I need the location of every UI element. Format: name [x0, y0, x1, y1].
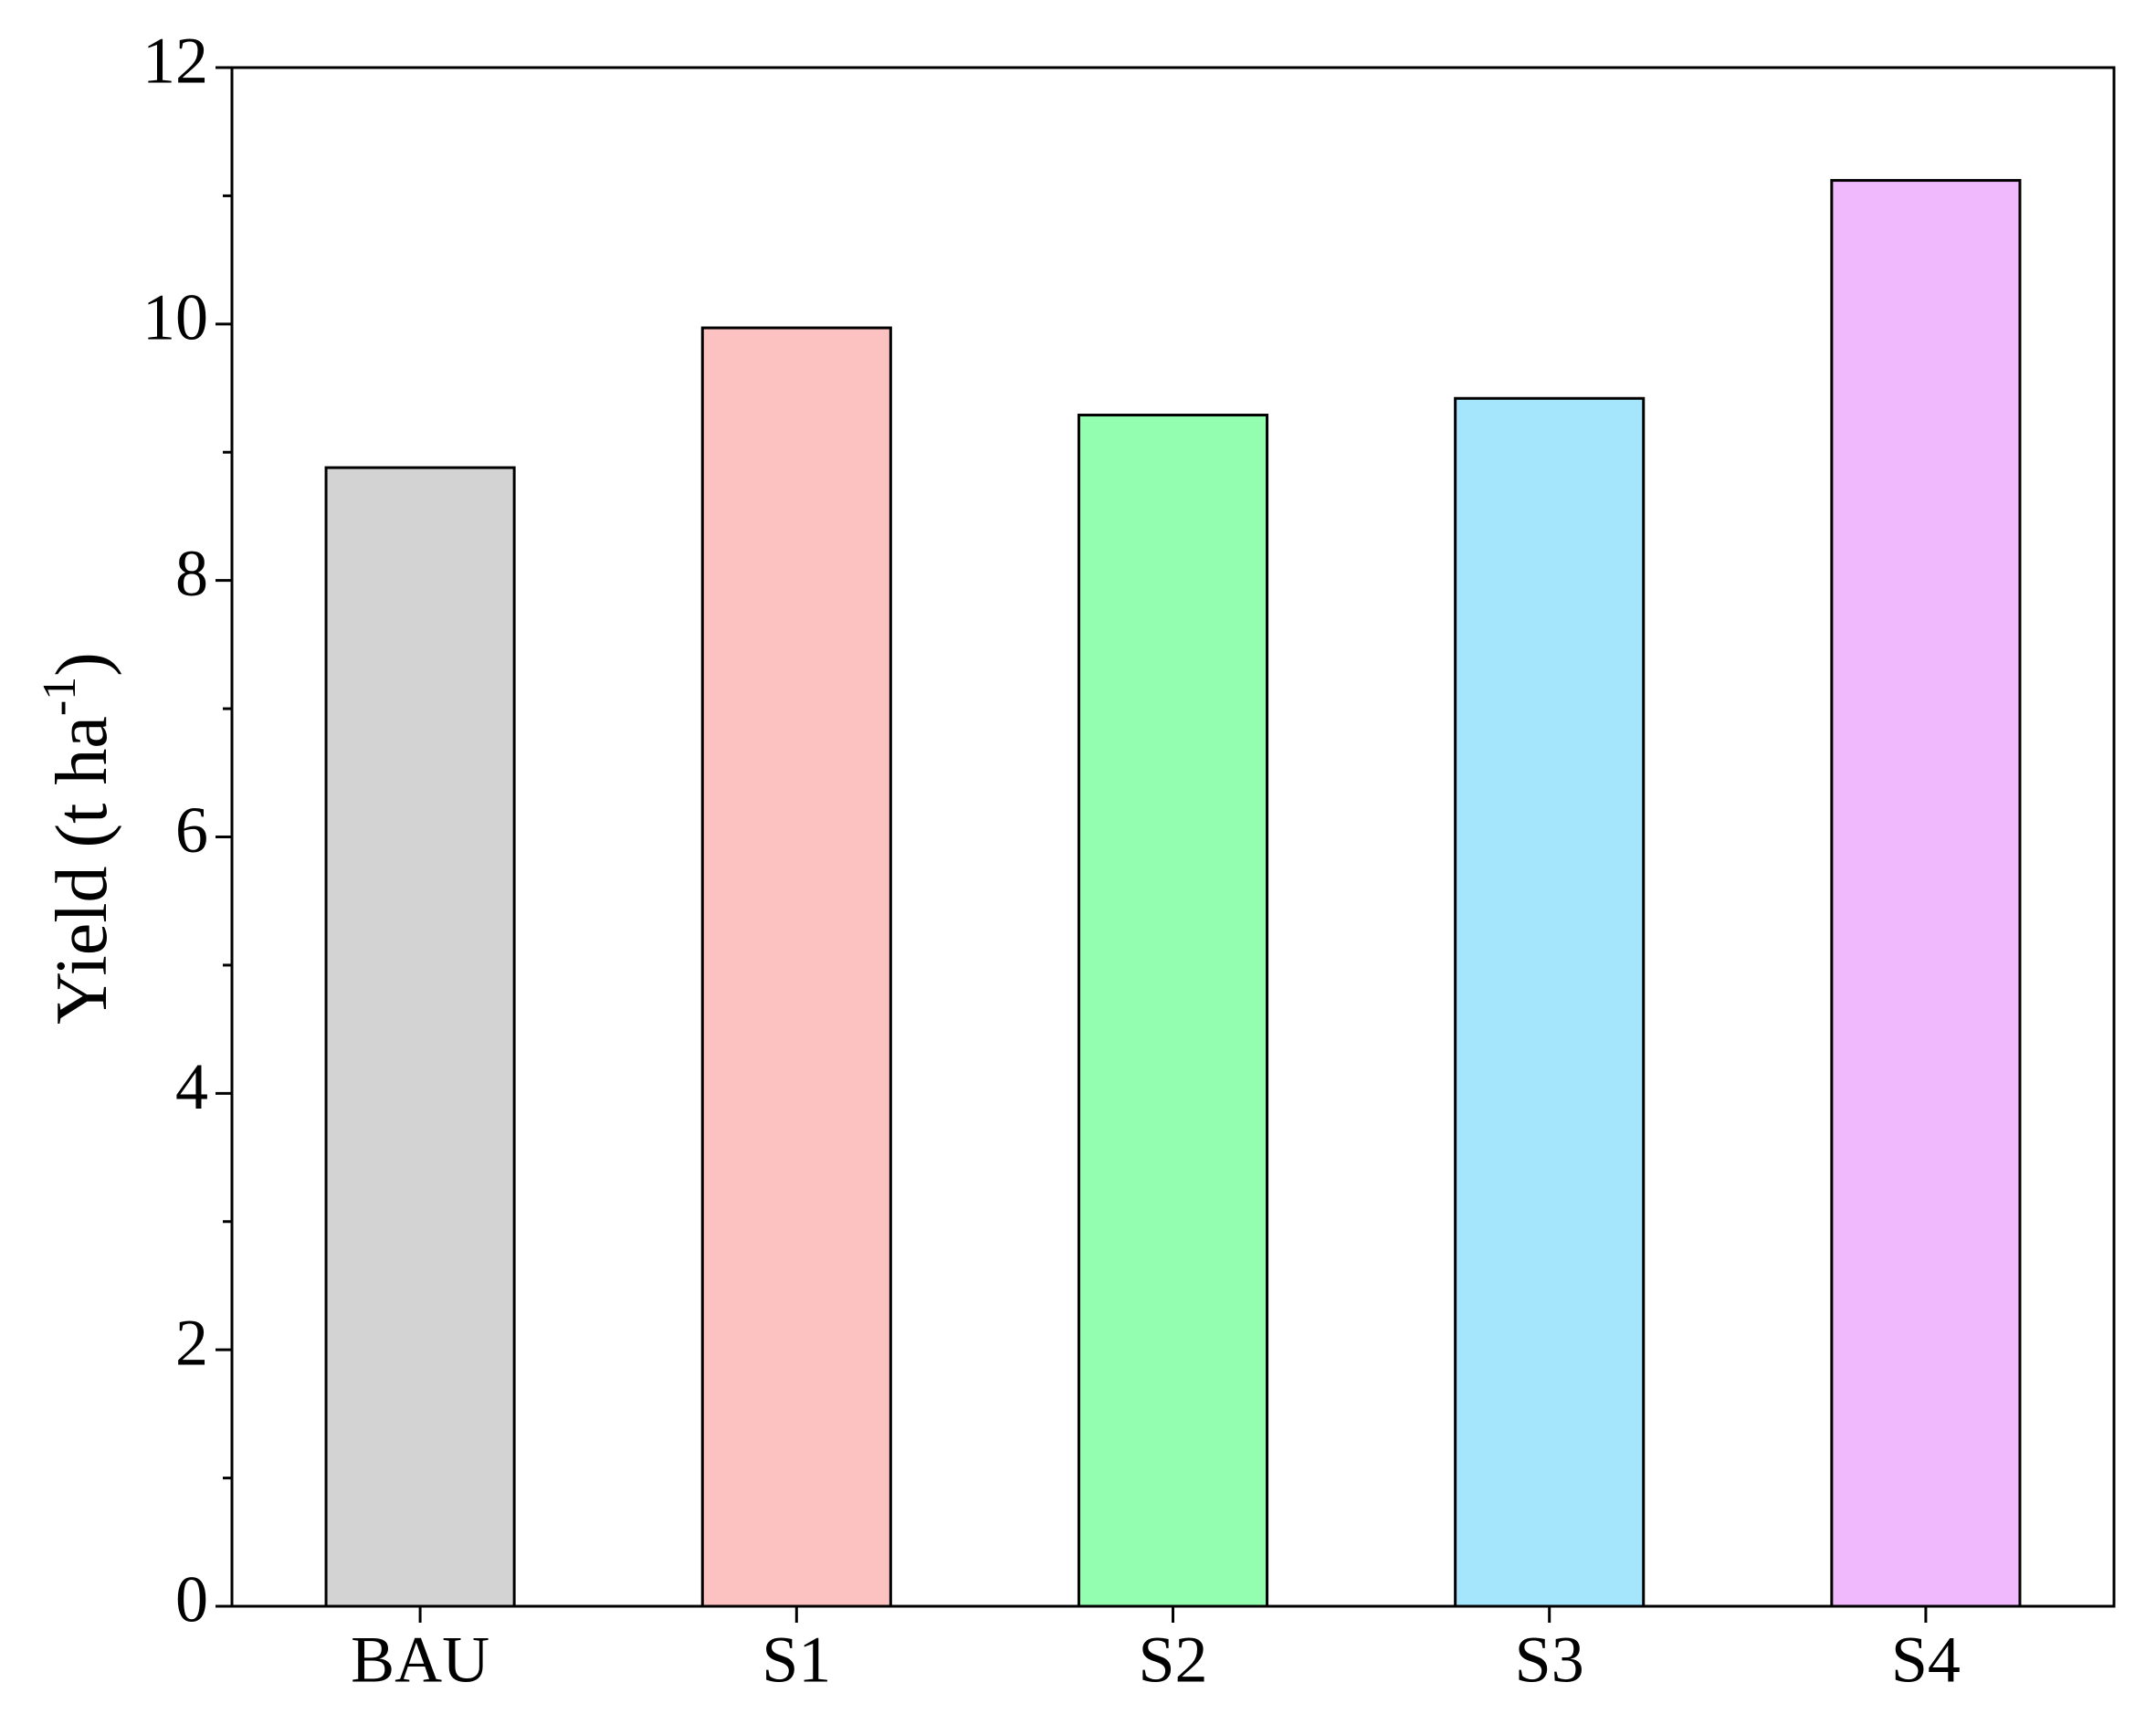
y-tick-label: 12 — [142, 25, 208, 98]
y-tick-label: 0 — [175, 1563, 208, 1636]
x-tick-label: S3 — [1515, 1624, 1584, 1697]
y-tick-label: 4 — [175, 1050, 208, 1123]
y-axis-label-main: Yield (t ha — [42, 716, 122, 1025]
bar — [1830, 179, 2022, 1608]
y-tick-label: 10 — [142, 280, 208, 353]
x-tick-label: S1 — [762, 1624, 831, 1697]
bar — [700, 326, 892, 1608]
y-axis-label-superscript: -1 — [34, 677, 86, 716]
y-axis-label-end: ) — [42, 652, 122, 677]
x-tick-label: BAU — [351, 1624, 489, 1697]
bar — [324, 466, 516, 1608]
y-tick-label: 8 — [175, 537, 208, 610]
bar — [1077, 414, 1269, 1608]
x-tick-label: S2 — [1138, 1624, 1207, 1697]
y-tick-label: 2 — [175, 1307, 208, 1380]
bar — [1454, 396, 1646, 1608]
y-axis-label: Yield (t ha-1) — [34, 652, 122, 1025]
x-tick-label: S4 — [1891, 1624, 1961, 1697]
y-tick-label: 6 — [175, 794, 208, 867]
